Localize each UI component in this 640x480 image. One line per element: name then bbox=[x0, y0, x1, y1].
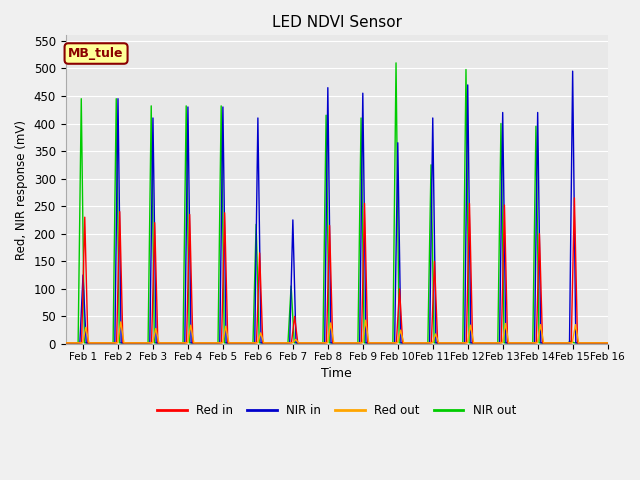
Title: LED NDVI Sensor: LED NDVI Sensor bbox=[271, 15, 401, 30]
Y-axis label: Red, NIR response (mV): Red, NIR response (mV) bbox=[15, 120, 28, 260]
X-axis label: Time: Time bbox=[321, 367, 352, 380]
Text: MB_tule: MB_tule bbox=[68, 47, 124, 60]
Legend: Red in, NIR in, Red out, NIR out: Red in, NIR in, Red out, NIR out bbox=[152, 399, 521, 421]
